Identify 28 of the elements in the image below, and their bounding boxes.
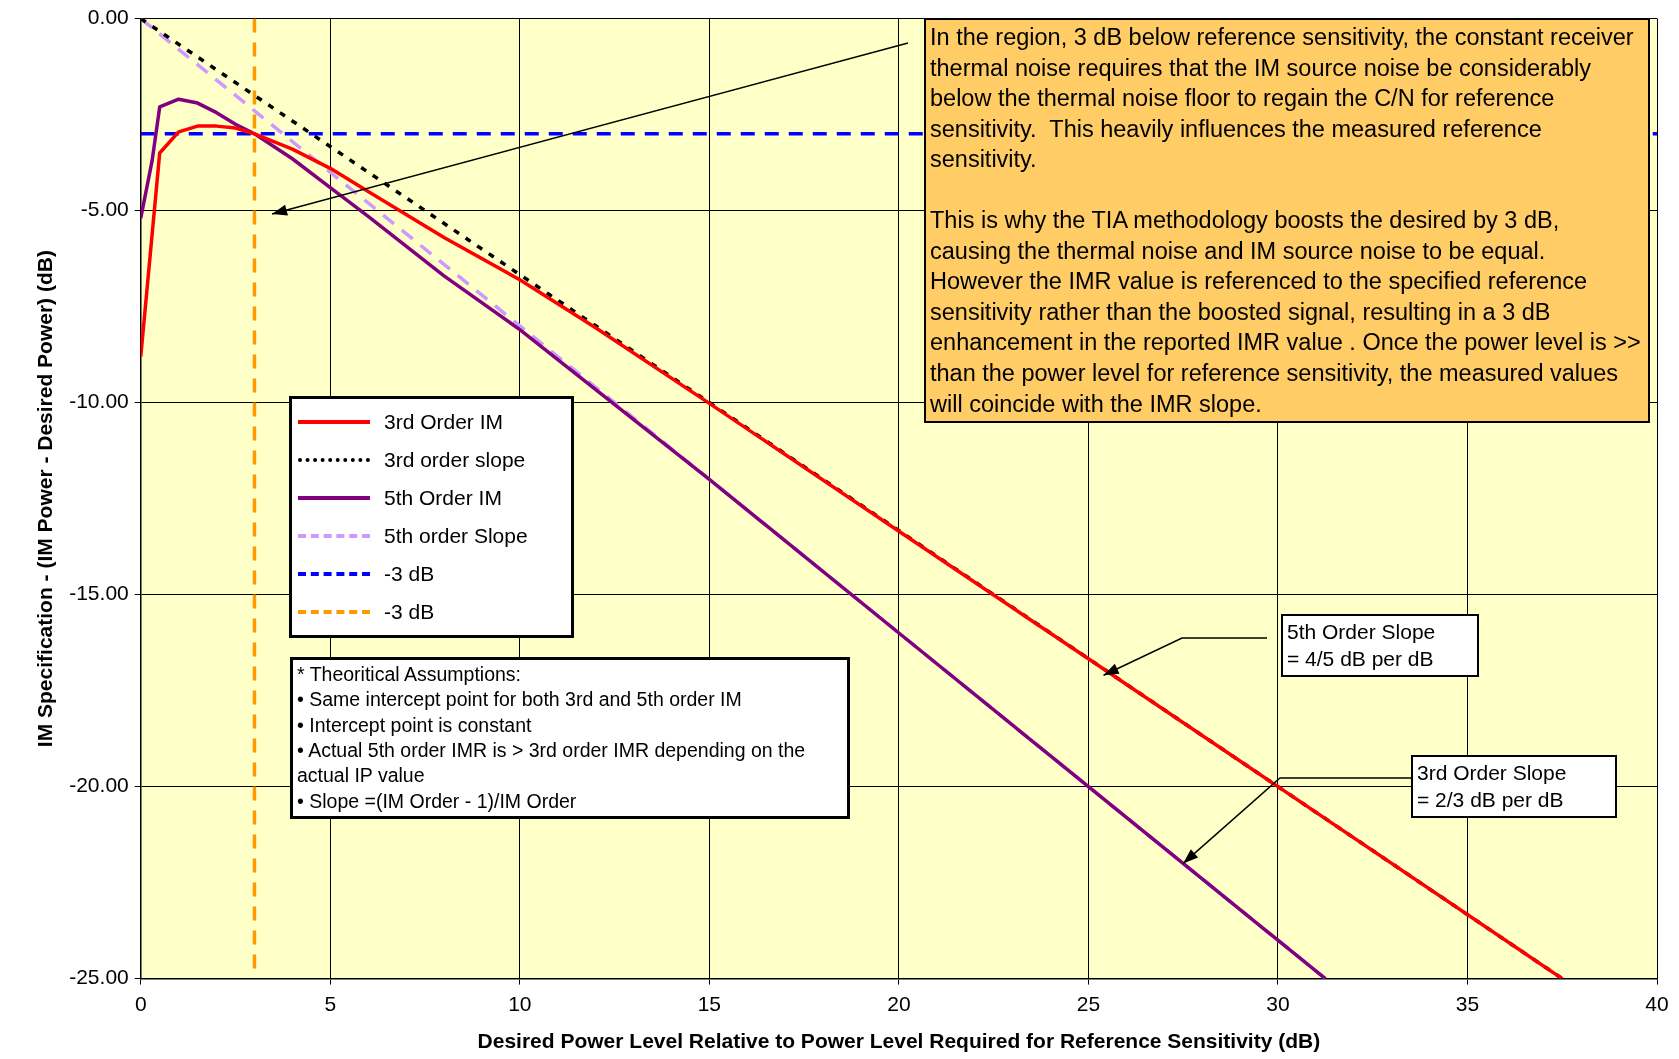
x-tick-label: 25 <box>1076 992 1101 1015</box>
x-tick-label: 5 <box>324 992 337 1015</box>
x-tick-label: 15 <box>697 992 722 1015</box>
y-tick-label: -25.00 <box>69 965 129 989</box>
y-tick-label: -10.00 <box>69 389 129 413</box>
annotation: 3rd Order Slope = 2/3 dB per dB <box>1417 760 1568 814</box>
x-tick-label: 20 <box>887 992 911 1015</box>
legend-label: 5th order Slope <box>384 524 528 548</box>
legend-label: 3rd order slope <box>384 448 526 472</box>
x-tick-label: 40 <box>1645 992 1669 1015</box>
annotation: In the region, 3 dB below reference sensitivity, the constant receiver thermal noise requires that the IM source noise be considerably below the thermal noise floor to regain the C/N for reference sensitivity. This heavily influences the measured reference sensitivity. <box>930 23 1635 175</box>
annotation: This is why the TIA methodology boosts the desired by 3 dB, causing the thermal noise and IM source noise to be equal. However the IMR value is referenced to the specified reference sensitivity rather than the boosted signal, resulting in a 3 dB enhancement in the reported IMR value . Once the power level is >> than the power level for reference sensitivity, the measured values will coincide with the IMR slope. <box>930 206 1642 419</box>
y-tick-label: 0.00 <box>87 5 129 29</box>
x-tick-label: 30 <box>1266 992 1290 1015</box>
x-tick-label: 0 <box>134 992 147 1015</box>
legend-label: 3rd Order IM <box>384 410 504 434</box>
annotation: 5th Order Slope = 4/5 dB per dB <box>1287 619 1437 673</box>
x-axis-title: Desired Power Level Relative to Power Level Required for Reference Sensitivity (dB) <box>477 1029 1321 1053</box>
legend-label: 5th Order IM <box>384 486 502 510</box>
x-tick-label: 35 <box>1455 992 1480 1015</box>
y-axis-title: IM Specification - (IM Power - Desired Power) (dB) <box>33 250 57 748</box>
legend-label: -3 dB <box>384 600 435 624</box>
y-tick-label: -5.00 <box>80 197 129 221</box>
x-tick-label: 10 <box>508 992 532 1015</box>
annotation: * Theoritical Assumptions: • Same intercept point for both 3rd and 5th order IM • Intercept point is constant • Actual 5th order IMR is > 3rd order IMR depending on the actual IP value • Slope =(IM Order - 1)/IM Order <box>297 662 807 814</box>
legend-label: -3 dB <box>384 562 435 586</box>
y-tick-label: -20.00 <box>69 773 129 797</box>
y-tick-label: -15.00 <box>69 581 129 605</box>
